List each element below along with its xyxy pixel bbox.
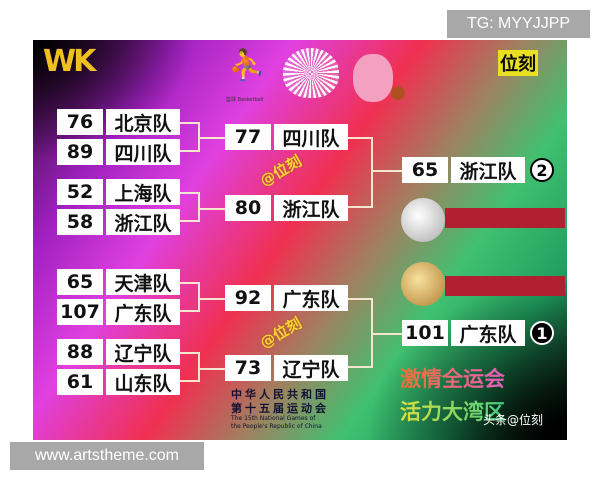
round1-entry-team: 广东队 — [106, 299, 180, 325]
slogan-1: 激情全运会 — [400, 363, 505, 393]
final-entry-score: 65 — [402, 157, 448, 183]
round1-entry-score: 61 — [57, 369, 103, 395]
tg-overlay-label: TG: MYYJJPP — [447, 10, 590, 38]
gold-medal-ribbon — [445, 276, 565, 296]
round2-entry-team: 四川队 — [274, 124, 348, 150]
logo-left: WK — [43, 44, 96, 79]
gold-medal-icon — [401, 262, 445, 306]
bracket-line — [348, 298, 373, 368]
round1-entry-team: 辽宁队 — [106, 339, 180, 365]
bracket-line — [200, 368, 225, 370]
round1-entry-score: 58 — [57, 209, 103, 235]
bracket-line — [200, 137, 225, 139]
bracket-line — [200, 298, 225, 300]
slogan-2: 活力大湾区 — [400, 396, 505, 426]
bracket-poster: WK 位刻 ⛹ 篮球 Basketball @位刻 @位刻 中华人民共和国 第十… — [33, 40, 567, 440]
bracket-line — [180, 192, 200, 222]
event-name-en-1: The 15th National Games of — [231, 415, 316, 422]
final-entry-score: 101 — [402, 320, 448, 346]
silver-medal-ribbon — [445, 208, 565, 228]
event-name-en-2: the People's Republic of China — [231, 423, 322, 430]
round1-entry-score: 52 — [57, 179, 103, 205]
round2-entry-score: 92 — [225, 285, 271, 311]
bracket-line — [180, 282, 200, 312]
watermark-tag: @位刻 — [256, 313, 305, 352]
basketball-icon — [391, 86, 405, 100]
watermark-tag: @位刻 — [256, 151, 305, 190]
round1-entry-team: 上海队 — [106, 179, 180, 205]
rank-2-icon: 2 — [530, 158, 554, 182]
round1-entry-team: 山东队 — [106, 369, 180, 395]
bracket-line — [373, 333, 402, 335]
site-watermark: www.artstheme.com — [10, 442, 204, 470]
round2-entry-score: 73 — [225, 355, 271, 381]
round1-entry-team: 北京队 — [106, 109, 180, 135]
event-name-cn-1: 中华人民共和国 — [231, 388, 329, 401]
event-name-cn-2: 第十五届运动会 — [231, 402, 329, 415]
logo-right: 位刻 — [498, 50, 538, 76]
round1-entry-score: 107 — [57, 299, 103, 325]
bracket-line — [200, 208, 225, 210]
round1-entry-team: 四川队 — [106, 139, 180, 165]
round1-entry-score: 88 — [57, 339, 103, 365]
round1-entry-score: 65 — [57, 269, 103, 295]
bracket-line — [373, 170, 402, 172]
rank-1-icon: 1 — [530, 321, 554, 345]
round2-entry-score: 80 — [225, 195, 271, 221]
round2-entry-team: 浙江队 — [274, 195, 348, 221]
bracket-line — [180, 122, 200, 152]
round1-entry-team: 天津队 — [106, 269, 180, 295]
final-entry-team: 广东队 — [451, 320, 525, 346]
round1-entry-score: 76 — [57, 109, 103, 135]
round2-entry-team: 辽宁队 — [274, 355, 348, 381]
round2-entry-team: 广东队 — [274, 285, 348, 311]
sport-label: 篮球 Basketball — [226, 97, 264, 103]
final-entry-team: 浙江队 — [451, 157, 525, 183]
round1-entry-team: 浙江队 — [106, 209, 180, 235]
bracket-line — [180, 352, 200, 382]
round2-entry-score: 77 — [225, 124, 271, 150]
round1-entry-score: 89 — [57, 139, 103, 165]
games-emblem-icon — [283, 48, 339, 98]
silver-medal-icon — [401, 198, 445, 242]
mascot-icon — [353, 54, 393, 102]
credit-text: 头条@位刻 — [483, 413, 544, 427]
bracket-line — [348, 137, 373, 208]
basketball-pictogram-icon: ⛹ — [228, 48, 266, 83]
